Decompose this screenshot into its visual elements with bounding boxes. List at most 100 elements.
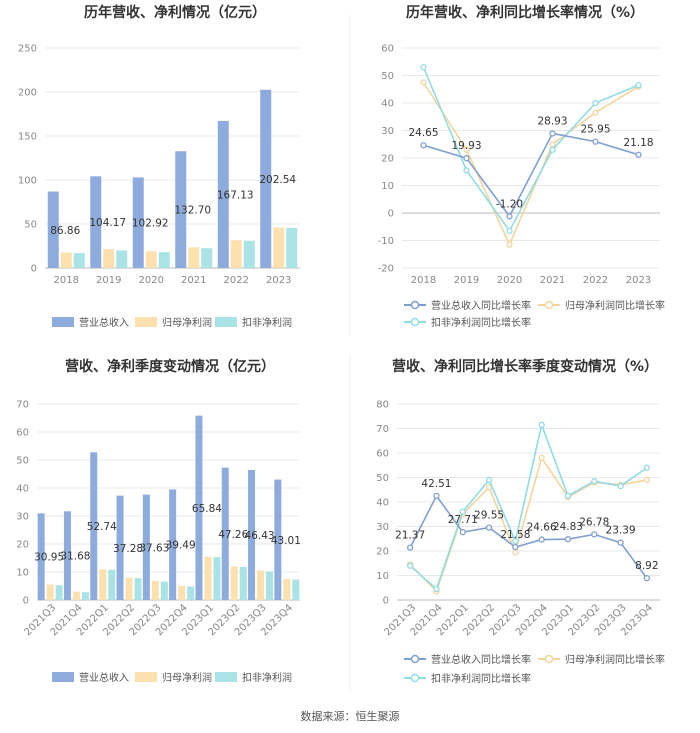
legend-swatch: [135, 672, 157, 682]
point-data-label: 26.78: [579, 516, 609, 528]
chart-title: 历年营收、净利情况（亿元）: [84, 4, 266, 21]
series-point: [406, 562, 414, 569]
series-point: [512, 543, 519, 551]
bar-data-label: 167.13: [217, 189, 254, 201]
bar-net-profit: [273, 227, 285, 268]
series-point: [617, 482, 624, 490]
series-line-net-profit-growth: [422, 81, 639, 247]
series-point: [506, 241, 513, 248]
series-point: [592, 109, 599, 116]
series-point: [538, 454, 545, 462]
legend-label: 营业总收入同比增长率: [431, 653, 531, 666]
series-line-deducted-profit-growth: [409, 422, 648, 591]
point-data-label: 24.66: [527, 522, 557, 534]
bar-deducted-profit: [158, 252, 170, 268]
bar-net-profit: [204, 556, 212, 600]
y-tick-label: 0: [388, 209, 394, 220]
y-tick-label: 50: [16, 456, 29, 467]
series-point: [506, 227, 513, 235]
bar-data-label: 39.49: [166, 540, 196, 552]
series-point: [420, 64, 427, 71]
bar-data-label: 52.74: [87, 521, 117, 533]
legend-swatch-marker: [410, 654, 420, 664]
y-tick-label: 250: [18, 44, 37, 55]
series-point: [420, 79, 427, 86]
y-tick-label: 100: [18, 176, 37, 187]
y-tick-label: 50: [376, 473, 389, 484]
x-tick-label: 2022: [583, 275, 608, 286]
x-tick-label: 2018: [411, 275, 436, 286]
quarterly-growth-rate-chart: 营收、净利同比增长率季度变动情况（%）010203040506070802021…: [376, 358, 665, 685]
legend-swatch: [215, 672, 237, 682]
bar-deducted-profit: [116, 250, 128, 268]
legend-label: 营业总收入: [79, 316, 129, 329]
bar-deducted-profit: [243, 240, 255, 268]
bar-data-label: 30.95: [34, 552, 64, 564]
bar-data-label: 31.68: [60, 551, 90, 563]
bar-revenue: [116, 495, 124, 600]
bar-data-label: 65.84: [192, 503, 222, 515]
y-tick-label: 10: [16, 568, 29, 579]
series-point: [485, 476, 493, 484]
x-tick-label: 2020: [497, 275, 522, 286]
series-point: [506, 213, 513, 220]
legend-label: 归母净利润: [162, 671, 212, 684]
y-tick-label: 20: [381, 154, 394, 165]
series-line-revenue-growth: [423, 132, 639, 218]
y-tick-label: 150: [18, 132, 37, 143]
x-tick-label: 2022: [224, 275, 249, 286]
bar-deducted-profit: [160, 581, 168, 600]
series-point: [564, 536, 572, 543]
x-tick-label: 2021: [181, 275, 206, 286]
series-line-deducted-profit-growth: [422, 66, 639, 233]
series-point: [433, 492, 440, 500]
annual-revenue-profit-chart: 历年营收、净利情况（亿元） 0 50 100 150 200 250 2018 2019 2020…: [18, 4, 300, 329]
bar-deducted-profit: [266, 571, 274, 600]
series-point: [512, 538, 519, 545]
y-tick-label: 60: [16, 428, 29, 439]
point-data-label: -1.20: [496, 198, 523, 210]
series-point: [592, 99, 599, 107]
series-point: [538, 421, 545, 428]
chart-title: 历年营收、净利同比增长率情况（%）: [406, 4, 644, 21]
bar-net-profit: [230, 240, 242, 268]
bar-data-label: 37.28: [113, 543, 143, 555]
series-point: [591, 478, 598, 485]
series-point: [549, 130, 556, 137]
y-tick-label: 40: [381, 99, 394, 110]
y-tick-label: 60: [376, 449, 389, 460]
y-tick-label: 20: [16, 540, 29, 551]
bar-deducted-profit: [55, 585, 63, 600]
chart-title: 营收、净利季度变动情况（亿元）: [65, 358, 275, 375]
bar-revenue: [248, 469, 256, 600]
bar-net-profit: [46, 584, 54, 600]
bar-deducted-profit: [187, 586, 195, 600]
bar-revenue: [195, 415, 203, 600]
y-tick-label: 30: [376, 522, 389, 533]
chart-title: 营收、净利同比增长率季度变动情况（%）: [392, 358, 658, 375]
legend-label: 营业总收入: [79, 671, 129, 684]
legend-label: 扣非净利润: [242, 671, 292, 684]
bar-net-profit: [99, 569, 107, 600]
bar-net-profit: [188, 247, 200, 268]
bar-revenue: [274, 479, 282, 600]
bar-revenue: [132, 177, 144, 268]
series-point: [643, 574, 650, 582]
point-data-label: 28.93: [537, 115, 567, 127]
x-tick-label: 2023: [626, 275, 651, 286]
legend-label: 扣非净利润同比增长率: [431, 672, 531, 685]
x-tick-label: 2019: [454, 275, 479, 286]
series-point: [635, 81, 642, 89]
point-data-label: 27.71: [448, 514, 478, 526]
bar-deducted-profit: [108, 569, 116, 600]
y-tick-label: 30: [381, 126, 394, 137]
bar-net-profit: [60, 252, 72, 268]
series-point: [485, 524, 493, 531]
bar-revenue: [169, 489, 177, 600]
point-data-label: 23.39: [606, 525, 636, 537]
series-point: [463, 167, 470, 174]
bar-net-profit: [283, 579, 291, 600]
bar-data-label: 43.01: [271, 535, 301, 547]
series-point: [538, 536, 545, 543]
